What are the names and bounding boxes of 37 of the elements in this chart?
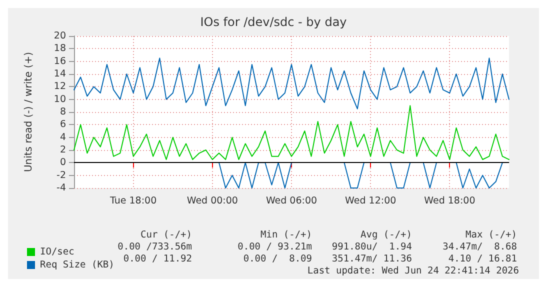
text: Last update: Wed Jun 24 22:41:14 2026: [307, 266, 520, 276]
line-series: [74, 105, 510, 160]
chart-title: IOs for /dev/sdc - by day: [200, 15, 347, 29]
line-series: [74, 58, 510, 110]
text: Max (-/+): [466, 230, 518, 240]
y-tick-label: -4: [56, 182, 66, 194]
y-tick-label: 0: [60, 157, 66, 168]
y-tick-label: -2: [56, 170, 66, 181]
y-axis-title: Units read (-) / write (+): [24, 52, 34, 172]
y-tick-label: 10: [54, 94, 66, 105]
y-tick-label: 20: [54, 30, 66, 42]
x-tick-label: Tue 18:00: [109, 196, 157, 206]
y-tick-label: 16: [54, 56, 66, 67]
text: 351.47m/ 11.36: [332, 254, 412, 264]
text: 34.47m/ 8.68: [442, 242, 518, 252]
text: 991.80u/ 1.94: [332, 242, 412, 252]
y-tick-label: 18: [54, 43, 66, 54]
legend-label: IO/sec: [40, 246, 74, 258]
y-tick-label: 4: [60, 132, 66, 143]
text: 0.00 / 8.09: [243, 254, 312, 264]
x-tick-label: Wed 06:00: [266, 196, 318, 206]
y-tick-label: 12: [54, 81, 66, 92]
y-tick-label: 6: [60, 119, 66, 130]
text: 4.10 / 16.81: [448, 254, 518, 264]
text: Min (-/+): [260, 230, 312, 240]
x-tick-label: Wed 12:00: [345, 196, 396, 206]
x-tick-label: Wed 18:00: [424, 196, 476, 206]
text: 0.00 / 11.92: [123, 254, 192, 264]
text: Avg (-/+): [360, 230, 412, 240]
text: 0.00 / 93.21m: [238, 242, 312, 252]
text: 0.00 /733.56m: [118, 242, 192, 252]
legend-label: Req Size (KB): [40, 260, 114, 270]
text: Cur (-/+): [140, 230, 192, 240]
y-tick-label: 8: [60, 106, 66, 118]
x-tick-label: Wed 00:00: [186, 196, 238, 206]
y-tick-label: 14: [54, 68, 66, 80]
y-tick-label: 2: [60, 144, 66, 156]
